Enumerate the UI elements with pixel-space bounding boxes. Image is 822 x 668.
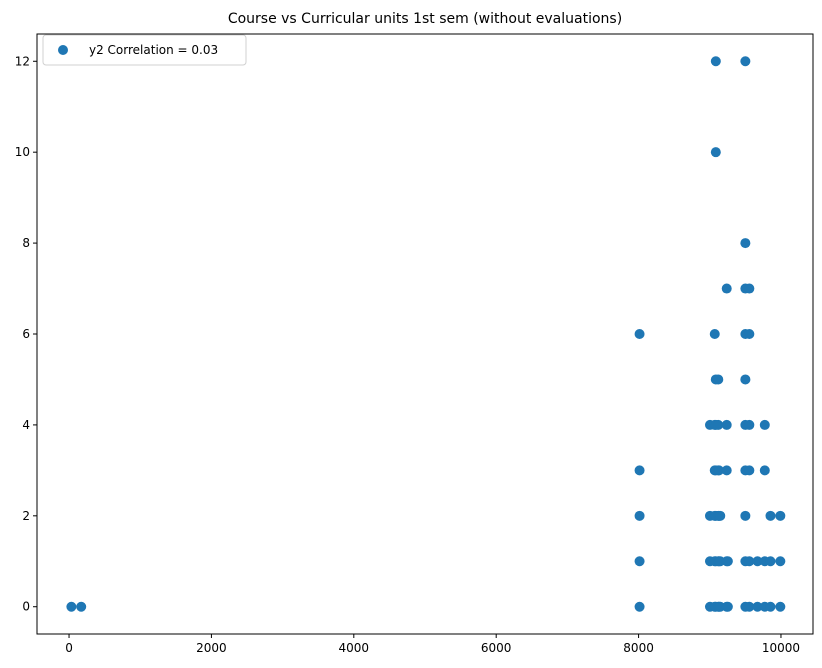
- data-point: [715, 510, 726, 521]
- x-tick-label: 6000: [481, 641, 512, 655]
- y-tick-label: 12: [15, 54, 30, 68]
- x-tick-label: 2000: [196, 641, 227, 655]
- plot-frame: [36, 33, 814, 635]
- data-point: [713, 374, 724, 385]
- data-point: [744, 556, 755, 567]
- chart-title: Course vs Curricular units 1st sem (with…: [228, 11, 622, 27]
- data-point: [721, 419, 732, 430]
- data-point: [765, 510, 776, 521]
- data-point: [744, 465, 755, 476]
- data-point: [775, 556, 786, 567]
- data-point: [713, 419, 724, 430]
- y-tick-label: 8: [22, 236, 30, 250]
- data-point: [775, 510, 786, 521]
- points-layer: [66, 56, 786, 612]
- data-point: [744, 601, 755, 612]
- legend-box: [42, 34, 247, 66]
- legend-marker: [58, 45, 68, 55]
- data-point: [634, 601, 645, 612]
- data-point: [634, 329, 645, 339]
- data-point: [740, 238, 751, 249]
- legend-label: y2 Correlation = 0.03: [89, 43, 218, 57]
- axes-layer: 0 2000 4000 6000 8000 10000 0 2 4 6 8 10 12: [15, 33, 814, 655]
- data-point: [721, 465, 732, 476]
- data-point: [740, 510, 751, 521]
- x-tick-label: 4000: [339, 641, 370, 655]
- data-point: [740, 374, 751, 385]
- y-tick-label: 6: [22, 327, 30, 341]
- data-point: [634, 556, 645, 567]
- x-tick-label: 0: [65, 641, 73, 655]
- data-point: [775, 601, 786, 612]
- x-tick-label: 8000: [623, 641, 654, 655]
- data-point: [76, 601, 87, 612]
- data-point: [752, 556, 763, 567]
- data-point: [744, 329, 755, 339]
- data-point: [740, 56, 751, 67]
- data-point: [752, 601, 763, 612]
- data-point: [759, 419, 770, 430]
- data-point: [66, 601, 77, 612]
- data-point: [744, 283, 755, 294]
- data-point: [634, 465, 645, 476]
- y-tick-label: 4: [22, 418, 30, 432]
- legend: y2 Correlation = 0.03: [42, 34, 247, 66]
- data-point: [634, 510, 645, 521]
- y-tick-label: 2: [22, 509, 30, 523]
- data-point: [744, 419, 755, 430]
- data-point: [709, 329, 720, 339]
- data-point: [710, 56, 721, 67]
- data-point: [714, 465, 725, 476]
- data-point: [710, 147, 721, 158]
- data-point: [722, 601, 733, 612]
- data-point: [765, 601, 776, 612]
- data-point: [759, 465, 770, 476]
- y-tick-label: 0: [22, 600, 30, 614]
- data-point: [722, 556, 733, 567]
- x-tick-label: 10000: [762, 641, 800, 655]
- data-point: [765, 556, 776, 567]
- y-tick-label: 10: [15, 145, 30, 159]
- data-point: [721, 283, 732, 294]
